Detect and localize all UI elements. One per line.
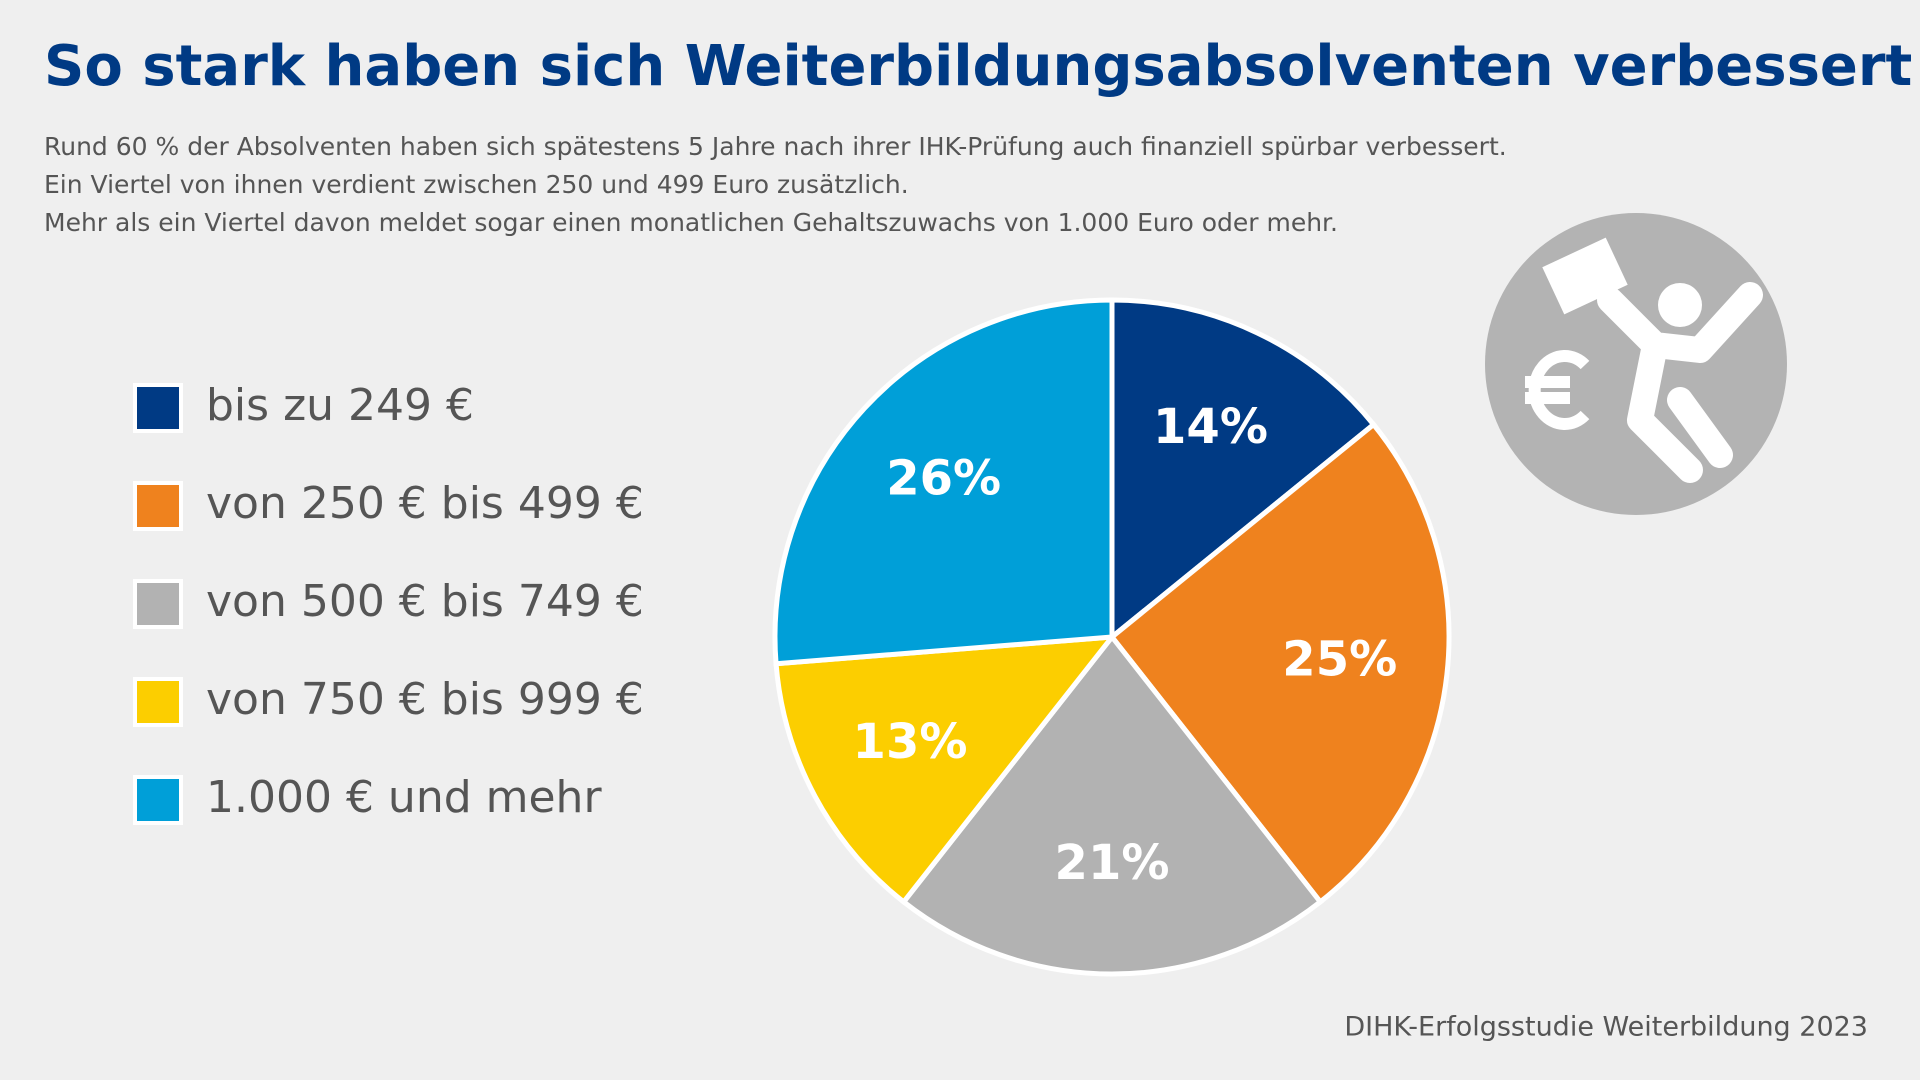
subtitle: Ein Viertel von ihnen verdient zwischen … xyxy=(44,170,909,199)
data-label: 13% xyxy=(853,714,968,770)
data-label: 14% xyxy=(1153,399,1268,455)
legend-swatch xyxy=(133,579,183,629)
legend-label: von 250 € bis 499 € xyxy=(206,478,644,529)
legend-label: 1.000 € und mehr xyxy=(206,772,602,823)
subtitle: Rund 60 % der Absolventen haben sich spä… xyxy=(44,132,1507,161)
pie-slice xyxy=(1109,297,1378,643)
legend-swatch xyxy=(133,677,183,727)
pie-slice xyxy=(900,632,1324,977)
legend-swatch xyxy=(133,775,183,825)
pie-slice xyxy=(773,634,1118,906)
legend-swatch xyxy=(133,383,183,433)
pie-slice xyxy=(1108,420,1452,906)
icon xyxy=(1485,213,1787,515)
data-label: 21% xyxy=(1055,835,1170,891)
legend-swatch xyxy=(133,481,183,531)
data-label: 25% xyxy=(1282,631,1397,687)
data-label: 26% xyxy=(886,451,1001,507)
chart-title: So stark haben sich Weiterbildungsabsolv… xyxy=(44,34,1912,99)
legend-label: bis zu 249 € xyxy=(206,380,474,431)
source: DIHK-Erfolgsstudie Weiterbildung 2023 xyxy=(1344,1012,1868,1043)
pie-slice xyxy=(772,297,1115,667)
legend-label: von 500 € bis 749 € xyxy=(206,576,644,627)
legend-label: von 750 € bis 999 € xyxy=(206,674,644,725)
subtitle: Mehr als ein Viertel davon meldet sogar … xyxy=(44,208,1338,237)
